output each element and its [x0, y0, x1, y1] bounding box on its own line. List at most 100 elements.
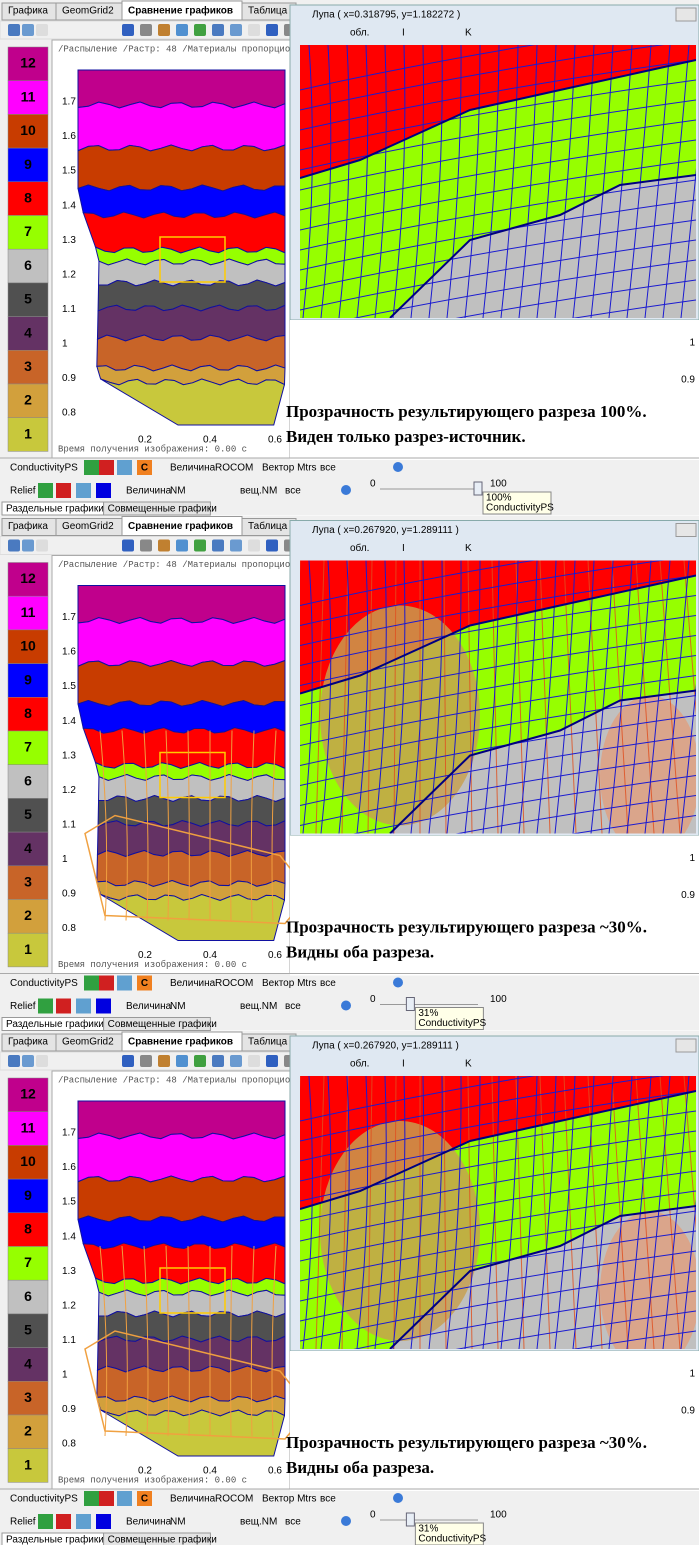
- slider-thumb[interactable]: [405, 997, 415, 1011]
- toolbar-icon[interactable]: [230, 539, 242, 552]
- toolbar-icon[interactable]: [122, 1055, 134, 1067]
- icon[interactable]: [99, 975, 114, 991]
- toolbar-icon[interactable]: [230, 24, 242, 36]
- tb1-dot[interactable]: [393, 1493, 403, 1503]
- icon[interactable]: [56, 483, 71, 498]
- toolbar-icon[interactable]: [266, 539, 278, 552]
- magnifier-image: [300, 560, 696, 834]
- icon[interactable]: [117, 975, 132, 991]
- toolbar-icon[interactable]: [122, 24, 134, 36]
- toolbar-icon[interactable]: [266, 1055, 278, 1067]
- bottom-tab[interactable]: [103, 1017, 211, 1031]
- mesh-line: [626, 1076, 652, 1349]
- bottom-tab-label: Раздельные графики: [6, 503, 104, 515]
- close-button[interactable]: [675, 523, 697, 537]
- toolbar-icon[interactable]: [8, 24, 20, 36]
- toolbar-icon[interactable]: [212, 24, 224, 36]
- plot-header: /Распыление /Растр: 48 /Материалы пропор…: [58, 44, 323, 54]
- icon[interactable]: [84, 975, 99, 991]
- toolbar-icon[interactable]: [140, 539, 152, 552]
- icon[interactable]: [56, 998, 71, 1014]
- slider-thumb[interactable]: [473, 481, 483, 496]
- icon[interactable]: [38, 998, 53, 1014]
- toolbar-icon[interactable]: [194, 24, 206, 36]
- close-button[interactable]: [675, 1038, 697, 1053]
- tb2-dot[interactable]: [341, 1516, 351, 1526]
- toolbar-icon[interactable]: [158, 1055, 170, 1067]
- icon[interactable]: [76, 1514, 91, 1529]
- mesh-line: [464, 560, 481, 834]
- mesh-line: [410, 560, 424, 834]
- toolbar-icon[interactable]: [158, 539, 170, 552]
- tb1-dot[interactable]: [393, 977, 403, 988]
- toolbar-icon[interactable]: [266, 24, 278, 36]
- magnifier-tool-label: K: [465, 543, 472, 554]
- toolbar-icon[interactable]: [194, 539, 206, 552]
- icon[interactable]: [99, 1491, 114, 1506]
- overlay-line: [99, 730, 108, 921]
- overlay-blob: [320, 1121, 480, 1341]
- tb1-dot[interactable]: [393, 462, 403, 472]
- icon-c[interactable]: [137, 1491, 152, 1506]
- legend-label: 6: [24, 1288, 32, 1304]
- toolbar-icon[interactable]: [176, 24, 188, 36]
- overlay-line: [563, 1076, 577, 1349]
- toolbar-icon[interactable]: [22, 24, 34, 36]
- toolbar-icon[interactable]: [230, 1055, 242, 1067]
- toolbar-icon[interactable]: [36, 1055, 48, 1067]
- tab-label: Графика: [8, 1036, 48, 1048]
- toolbar-icon[interactable]: [212, 1055, 224, 1067]
- tb2-dot[interactable]: [341, 485, 351, 495]
- bottom-tab[interactable]: [103, 501, 211, 516]
- icon[interactable]: [38, 1514, 53, 1529]
- toolbar-icon[interactable]: [212, 539, 224, 552]
- toolbar-icon[interactable]: [158, 24, 170, 36]
- legend-label: 10: [20, 638, 36, 654]
- toolbar-icon[interactable]: [248, 539, 260, 552]
- mesh-line: [300, 755, 696, 826]
- tb2-dot[interactable]: [341, 1000, 351, 1011]
- icon[interactable]: [117, 1491, 132, 1506]
- toolbar-icon[interactable]: [22, 1055, 34, 1067]
- toolbar-icon[interactable]: [122, 539, 134, 552]
- icon-c[interactable]: [137, 460, 152, 475]
- toolbar-icon[interactable]: [176, 539, 188, 552]
- toolbar-icon[interactable]: [8, 1055, 20, 1067]
- icon[interactable]: [96, 998, 111, 1014]
- tb2-all: все: [285, 486, 301, 497]
- icon[interactable]: [84, 460, 99, 475]
- toolbar-icon[interactable]: [194, 1055, 206, 1067]
- legend-swatch: [7, 417, 49, 452]
- mesh-line: [554, 1076, 576, 1349]
- section-layer: [77, 659, 286, 708]
- icon[interactable]: [99, 460, 114, 475]
- icon[interactable]: [56, 1514, 71, 1529]
- toolbar-icon[interactable]: [140, 24, 152, 36]
- magnifier-image: [300, 45, 696, 318]
- bottom-tab-label: Раздельные графики: [6, 1534, 104, 1545]
- icon[interactable]: [76, 483, 91, 498]
- toolbar-icon[interactable]: [36, 24, 48, 36]
- section-layer: [77, 101, 286, 152]
- toolbar-icon[interactable]: [22, 539, 34, 552]
- toolbar-icon[interactable]: [248, 24, 260, 36]
- toolbar-icon[interactable]: [140, 1055, 152, 1067]
- y-tick-label: 1: [62, 854, 68, 865]
- icon-c[interactable]: [137, 975, 152, 991]
- toolbar-icon[interactable]: [176, 1055, 188, 1067]
- y-tick-label: 1.1: [62, 304, 76, 315]
- icon[interactable]: [76, 998, 91, 1014]
- icon[interactable]: [96, 483, 111, 498]
- icon[interactable]: [96, 1514, 111, 1529]
- icon[interactable]: [38, 483, 53, 498]
- toolbar-icon[interactable]: [8, 539, 20, 552]
- mesh-line: [500, 45, 519, 318]
- icon[interactable]: [84, 1491, 99, 1506]
- slider-thumb[interactable]: [405, 1512, 415, 1527]
- toolbar-icon[interactable]: [36, 539, 48, 552]
- toolbar-icon[interactable]: [248, 1055, 260, 1067]
- legend-swatch: [7, 697, 49, 732]
- mesh-line: [300, 79, 696, 151]
- close-button[interactable]: [675, 7, 697, 22]
- icon[interactable]: [117, 460, 132, 475]
